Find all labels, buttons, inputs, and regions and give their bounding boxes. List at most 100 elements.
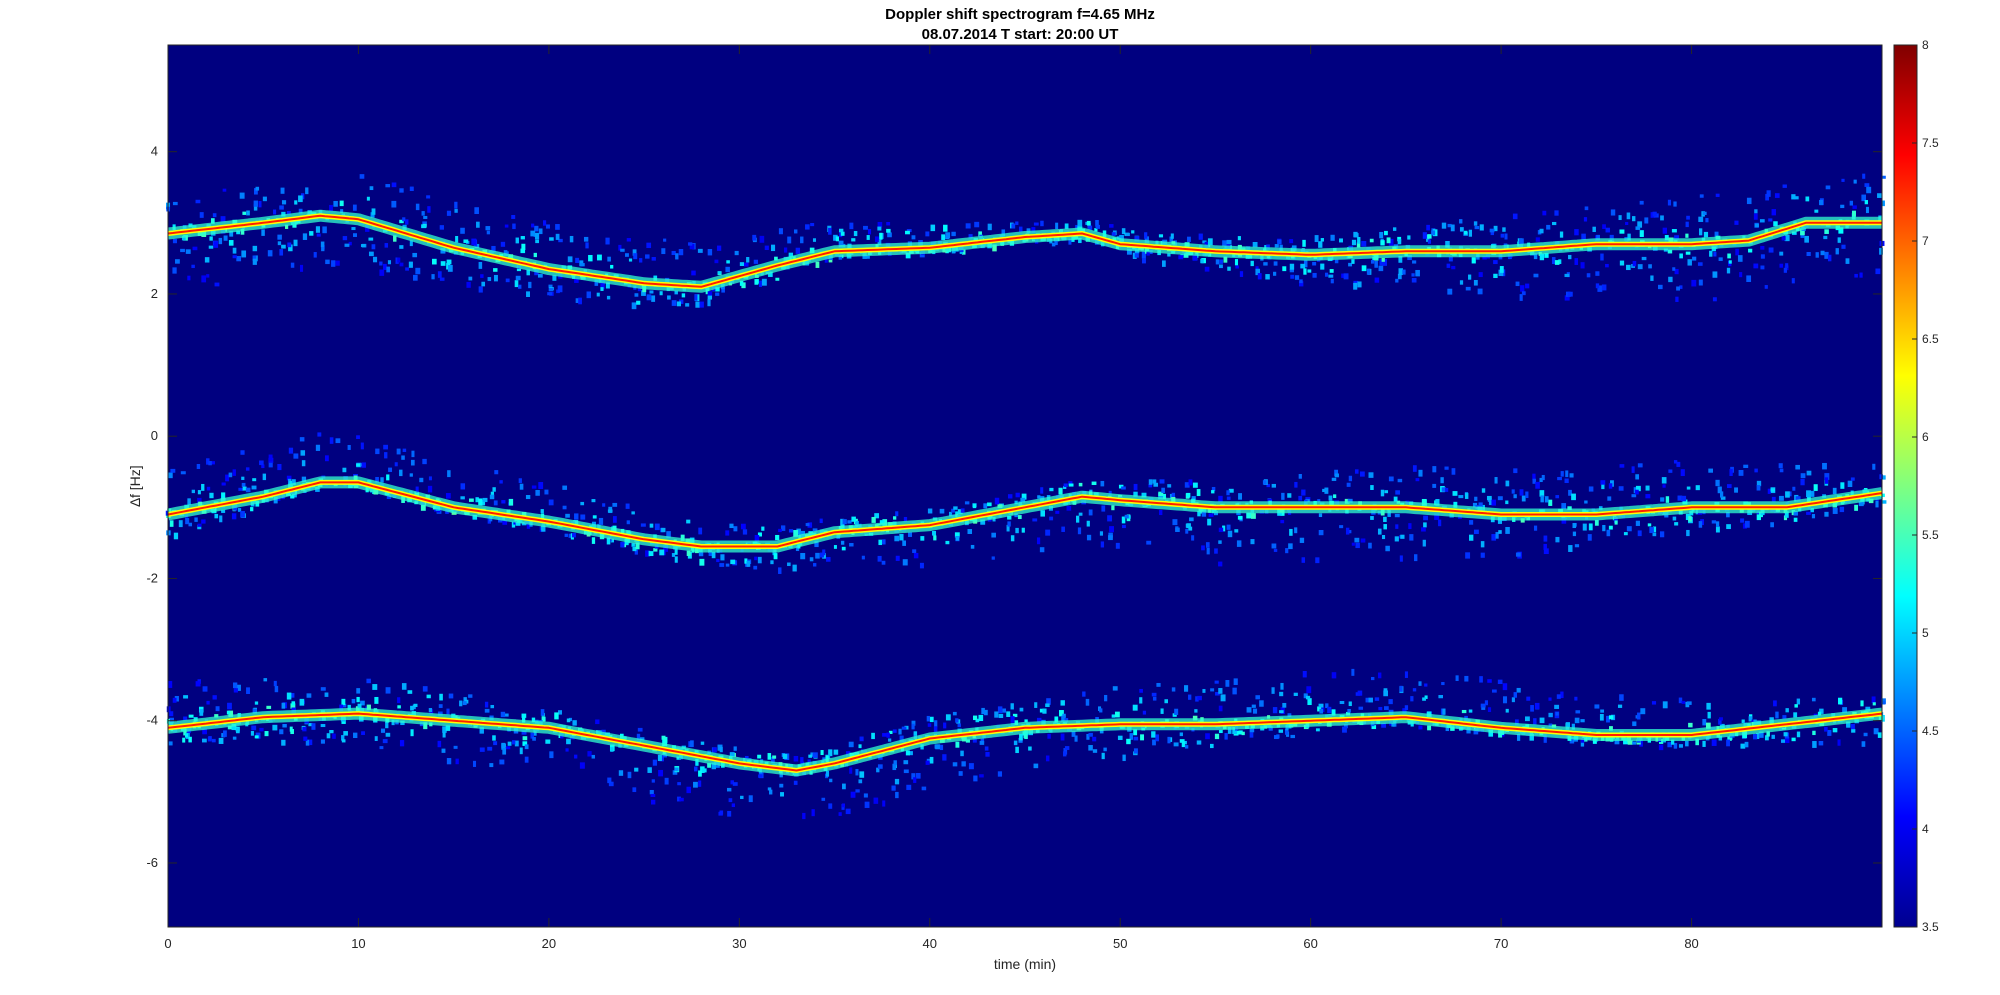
speckle (1088, 745, 1093, 751)
speckle (1626, 526, 1632, 532)
colorbar-tick-label: 6 (1922, 430, 1929, 444)
speckle (1459, 280, 1464, 285)
speckle (711, 551, 716, 559)
speckle (1015, 221, 1019, 225)
speckle (1318, 703, 1324, 708)
speckle (1703, 231, 1709, 238)
speckle (1411, 273, 1415, 277)
speckle (1518, 238, 1524, 245)
speckle (1480, 703, 1486, 708)
speckle (1564, 273, 1570, 278)
speckle (1218, 495, 1223, 503)
speckle (530, 732, 534, 739)
speckle (1160, 708, 1164, 714)
speckle (1580, 719, 1585, 723)
speckle (1021, 527, 1025, 533)
speckle (236, 230, 241, 235)
speckle (1291, 245, 1297, 251)
speckle (905, 230, 910, 235)
speckle (547, 292, 553, 296)
speckle (1680, 469, 1685, 477)
speckle (1071, 731, 1076, 737)
speckle (1482, 256, 1487, 260)
speckle (1301, 557, 1306, 563)
speckle (1266, 483, 1270, 488)
speckle (867, 228, 872, 235)
speckle (253, 203, 258, 211)
speckle (1282, 702, 1287, 708)
speckle (729, 752, 735, 757)
speckle (1015, 527, 1019, 534)
speckle (565, 513, 570, 518)
speckle (1756, 514, 1762, 521)
speckle (228, 240, 234, 246)
speckle (1637, 530, 1642, 537)
speckle (811, 809, 815, 817)
speckle (540, 509, 544, 514)
speckle (1512, 213, 1518, 220)
speckle (1307, 698, 1312, 706)
speckle (1088, 732, 1093, 737)
speckle (353, 732, 358, 739)
speckle (1448, 256, 1453, 262)
speckle (174, 695, 179, 702)
speckle (1539, 717, 1545, 724)
speckle (671, 300, 677, 306)
speckle (728, 798, 733, 803)
speckle (1513, 494, 1517, 499)
speckle (1641, 256, 1647, 261)
speckle (1012, 713, 1018, 718)
speckle (1605, 227, 1610, 233)
speckle (1302, 239, 1306, 247)
speckle (489, 494, 495, 500)
speckle (1054, 238, 1058, 246)
speckle (1818, 740, 1824, 746)
speckle (929, 756, 934, 764)
speckle (1746, 197, 1752, 205)
speckle (635, 542, 640, 550)
speckle (714, 259, 719, 264)
speckle (1356, 242, 1361, 248)
speckle (426, 694, 431, 699)
speckle (320, 724, 326, 728)
speckle (1558, 259, 1562, 264)
speckle (287, 478, 292, 483)
speckle (1580, 262, 1585, 269)
speckle (1061, 715, 1066, 722)
speckle (1497, 516, 1502, 524)
speckle (1879, 474, 1883, 480)
speckle (1092, 749, 1098, 753)
speckle (1559, 231, 1564, 238)
speckle (1541, 474, 1545, 481)
speckle (1246, 512, 1252, 519)
speckle (1155, 734, 1159, 742)
speckle (1285, 728, 1289, 735)
speckle (741, 282, 746, 289)
speckle (1572, 531, 1577, 537)
speckle (1422, 539, 1426, 547)
speckle (920, 744, 924, 750)
speckle (1491, 689, 1497, 693)
speckle (196, 464, 201, 469)
speckle (397, 705, 401, 709)
speckle (1159, 479, 1165, 484)
speckle (1806, 490, 1812, 498)
speckle (1011, 223, 1016, 229)
speckle (1251, 513, 1256, 519)
speckle (819, 518, 823, 524)
speckle (169, 520, 174, 527)
speckle (1195, 696, 1199, 702)
speckle (1866, 186, 1872, 194)
speckle (548, 284, 553, 288)
speckle (1164, 699, 1168, 704)
speckle (1205, 733, 1210, 740)
speckle (1024, 719, 1028, 723)
speckle (1493, 225, 1498, 232)
speckle (1331, 477, 1337, 481)
speckle (1348, 262, 1353, 267)
speckle (646, 294, 652, 301)
speckle (1028, 746, 1032, 751)
speckle (1142, 258, 1146, 264)
speckle (1224, 733, 1228, 740)
speckle (620, 248, 625, 252)
